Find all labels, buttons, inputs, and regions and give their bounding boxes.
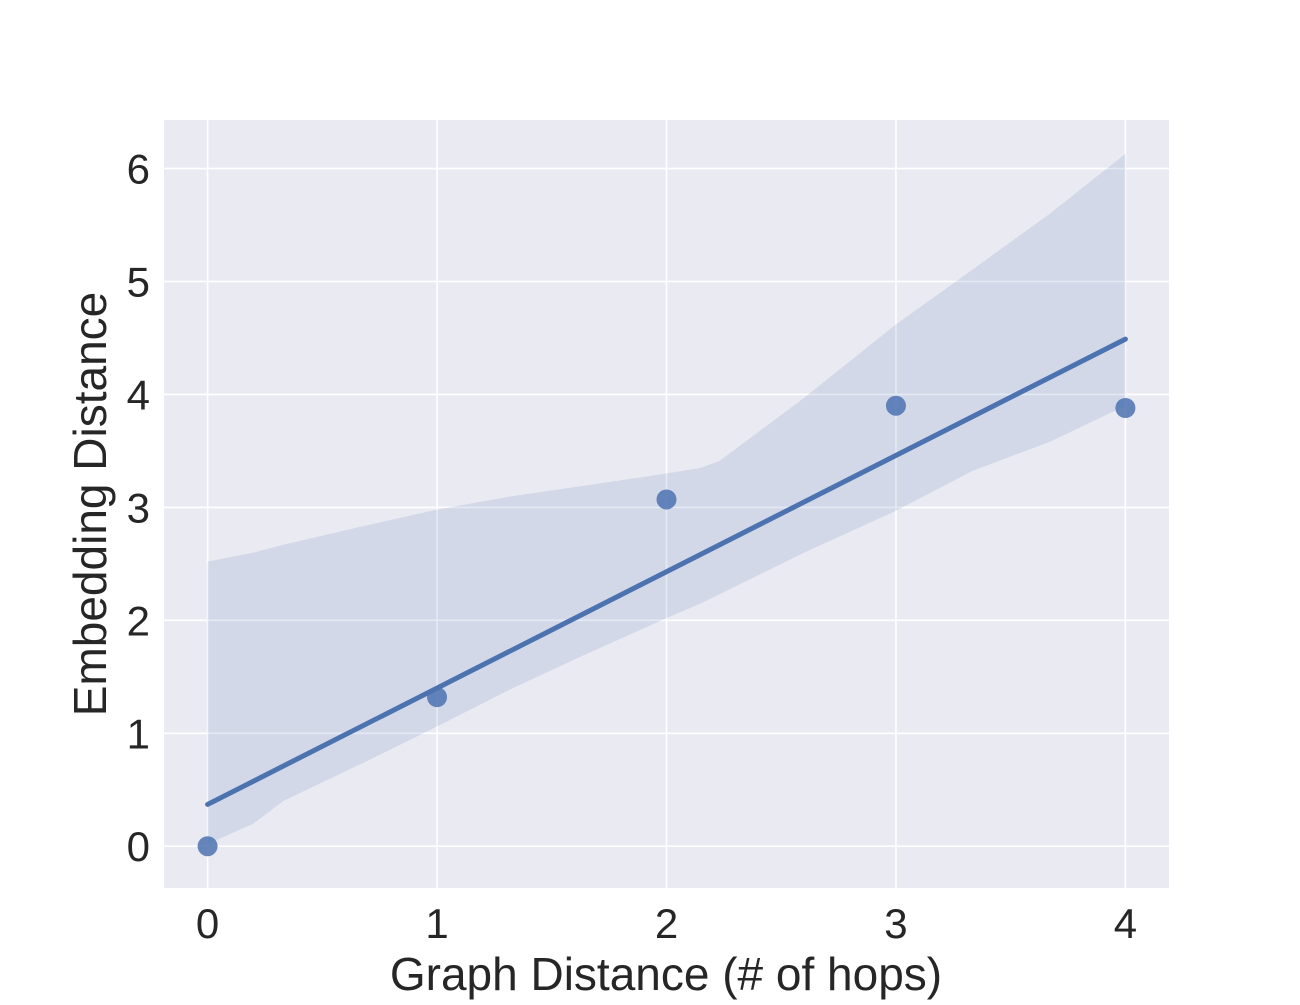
y-axis-label: Embedding Distance xyxy=(64,292,116,716)
data-point xyxy=(656,489,677,510)
regression-line xyxy=(205,336,1128,807)
y-tick-label: 3 xyxy=(127,484,150,531)
x-tick-label: 3 xyxy=(884,900,907,947)
x-tick-label: 1 xyxy=(425,900,448,947)
y-tick-label: 0 xyxy=(127,823,150,870)
x-tick-label: 4 xyxy=(1114,900,1137,947)
y-tick-label: 5 xyxy=(127,259,150,306)
data-point xyxy=(885,395,906,416)
data-point xyxy=(1115,398,1136,418)
y-tick-labels: 0 1 2 3 4 5 6 xyxy=(127,146,150,871)
data-point xyxy=(427,687,448,708)
x-tick-label: 0 xyxy=(196,900,219,947)
x-axis-label: Graph Distance (# of hops) xyxy=(390,948,942,1000)
data-points xyxy=(197,395,1136,857)
data-point xyxy=(197,836,218,857)
y-tick-label: 4 xyxy=(127,371,150,418)
y-tick-label: 6 xyxy=(127,146,150,193)
x-tick-label: 2 xyxy=(655,900,678,947)
y-tick-label: 1 xyxy=(127,710,150,757)
x-tick-labels: 0 1 2 3 4 xyxy=(196,900,1137,947)
y-tick-label: 2 xyxy=(127,597,150,644)
